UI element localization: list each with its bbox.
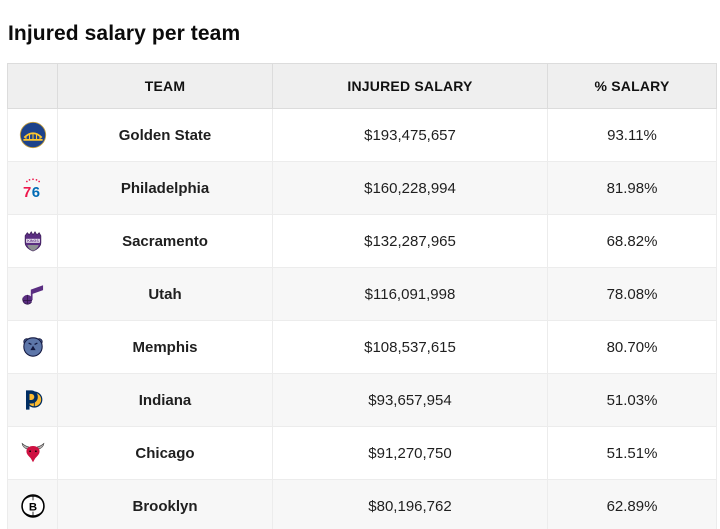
pct-salary-value: 51.03% (547, 373, 717, 427)
injured-salary-value: $193,475,657 (272, 108, 548, 162)
team-name: Chicago (57, 426, 273, 480)
pct-salary-value: 51.51% (547, 426, 717, 480)
svg-text:7: 7 (22, 185, 30, 201)
team-name: Indiana (57, 373, 273, 427)
table-header: TEAM INJURED SALARY % SALARY (7, 63, 717, 109)
team-column-header: TEAM (57, 63, 273, 109)
team-logo-cell: KINGS (7, 214, 58, 268)
logo-column-header (7, 63, 58, 109)
memphis-grizzlies-logo-icon (19, 333, 47, 361)
team-logo-cell (7, 108, 58, 162)
injured-salary-value: $132,287,965 (272, 214, 548, 268)
table-header-row: TEAM INJURED SALARY % SALARY (7, 63, 717, 109)
team-name: Brooklyn (57, 479, 273, 529)
indiana-pacers-logo-icon (19, 386, 47, 414)
injured-salary-value: $91,270,750 (272, 426, 548, 480)
injured-salary-table: TEAM INJURED SALARY % SALARY Golden Stat… (7, 63, 717, 529)
injured-salary-value: $93,657,954 (272, 373, 548, 427)
pct-salary-value: 68.82% (547, 214, 717, 268)
page-title: Injured salary per team (8, 22, 241, 45)
team-name: Memphis (57, 320, 273, 374)
team-name: Philadelphia (57, 161, 273, 215)
svg-text:6: 6 (31, 185, 39, 201)
pct-salary-value: 62.89% (547, 479, 717, 529)
injured-salary-value: $80,196,762 (272, 479, 548, 529)
injured-salary-value: $160,228,994 (272, 161, 548, 215)
table-row: KINGS Sacramento $132,287,965 68.82% (7, 214, 717, 268)
pct-salary-value: 80.70% (547, 320, 717, 374)
injured-salary-value: $108,537,615 (272, 320, 548, 374)
pct-salary-value: 81.98% (547, 161, 717, 215)
table-row: Chicago $91,270,750 51.51% (7, 426, 717, 480)
team-logo-cell (7, 267, 58, 321)
table-row: Memphis $108,537,615 80.70% (7, 320, 717, 374)
svg-text:KINGS: KINGS (27, 239, 39, 243)
pct-salary-column-header: % SALARY (547, 63, 717, 109)
chicago-bulls-logo-icon (19, 439, 47, 467)
table-row: Golden State $193,475,657 93.11% (7, 108, 717, 162)
pct-salary-value: 93.11% (547, 108, 717, 162)
team-logo-cell (7, 373, 58, 427)
team-logo-cell (7, 426, 58, 480)
pct-salary-value: 78.08% (547, 267, 717, 321)
injured-salary-value: $116,091,998 (272, 267, 548, 321)
svg-text:B: B (28, 502, 36, 514)
brooklyn-nets-logo-icon: B (19, 492, 47, 520)
sacramento-kings-logo-icon: KINGS (19, 227, 47, 255)
table-row: Indiana $93,657,954 51.03% (7, 373, 717, 427)
team-logo-cell: B (7, 479, 58, 529)
team-name: Sacramento (57, 214, 273, 268)
utah-jazz-logo-icon (19, 280, 47, 308)
table-row: Utah $116,091,998 78.08% (7, 267, 717, 321)
team-logo-cell (7, 320, 58, 374)
table-row: B Brooklyn $80,196,762 62.89% (7, 479, 717, 529)
injured-salary-column-header: INJURED SALARY (272, 63, 548, 109)
golden-state-warriors-logo-icon (19, 121, 47, 149)
team-name: Utah (57, 267, 273, 321)
team-name: Golden State (57, 108, 273, 162)
